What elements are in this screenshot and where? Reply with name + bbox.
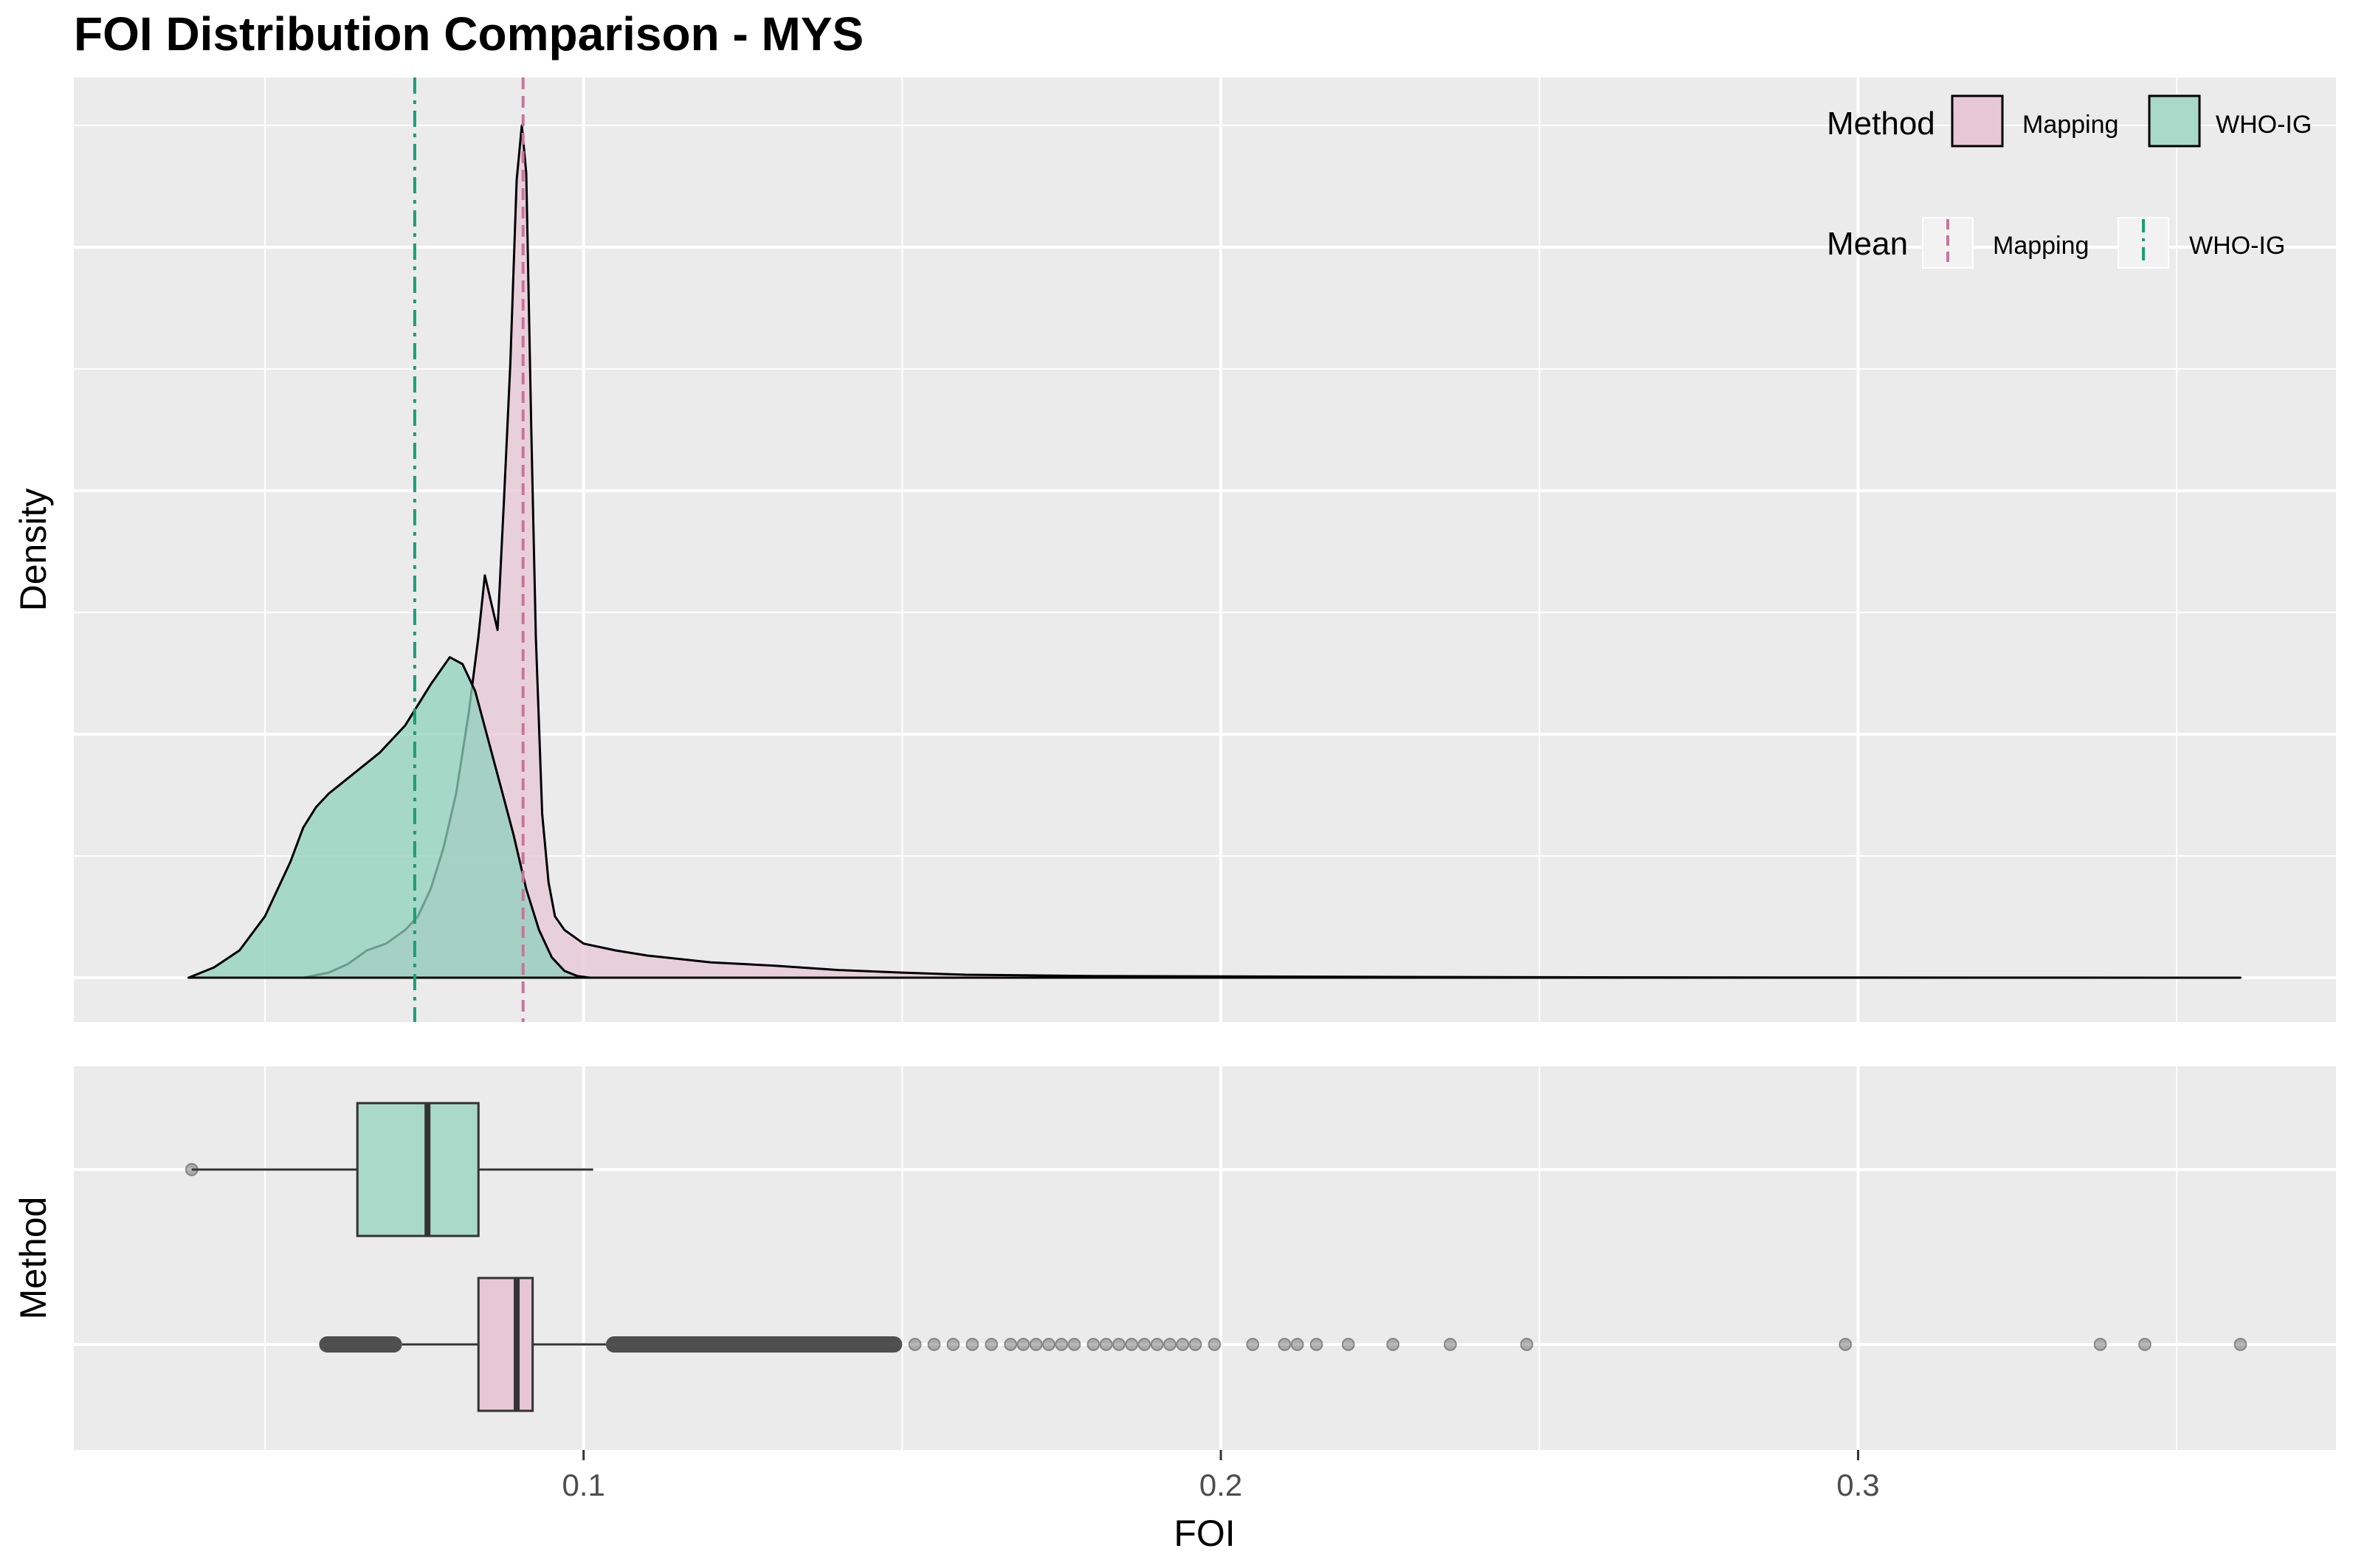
- x-tick-label-2: 0.3: [1836, 1468, 1879, 1502]
- outlier-mapping-16: [1150, 1338, 1164, 1351]
- outlier-mapping-11: [1086, 1338, 1100, 1351]
- legend-key-mapping-fill: [1951, 94, 2004, 148]
- box-mapping: [477, 1277, 534, 1412]
- legend-label-who: WHO-IG: [2216, 111, 2312, 139]
- legend-label-mean-who: WHO-IG: [2189, 232, 2285, 260]
- outlier-mapping-28: [1520, 1338, 1534, 1351]
- outlier-mapping-5: [1004, 1338, 1018, 1351]
- x-axis-title: FOI: [1174, 1513, 1235, 1554]
- y-axis-title-method: Method: [13, 1197, 54, 1320]
- outlier-who-ig-0: [185, 1163, 199, 1176]
- outlier-mapping-17: [1163, 1338, 1177, 1351]
- outlier-mapping-6: [1016, 1338, 1030, 1351]
- outlier-band-mapping-1: [605, 1336, 903, 1353]
- x-axis-ticks: 0.1 0.2 0.3: [562, 1450, 1880, 1502]
- box-who-ig: [356, 1102, 480, 1237]
- outlier-mapping-24: [1309, 1338, 1323, 1351]
- outlier-mapping-30: [2093, 1338, 2107, 1351]
- legend-label-mean-mapping: Mapping: [1993, 232, 2089, 260]
- x-tick-label-1: 0.2: [1199, 1468, 1242, 1502]
- outlier-mapping-3: [965, 1338, 979, 1351]
- density-curves: [187, 124, 2242, 979]
- boxplot-marks: [185, 1102, 2247, 1412]
- outlier-mapping-7: [1029, 1338, 1043, 1351]
- x-tick-label-0: 0.1: [562, 1468, 605, 1502]
- outlier-mapping-21: [1246, 1338, 1260, 1351]
- outlier-mapping-13: [1112, 1338, 1126, 1351]
- legend: Method Mapping WHO-IG Mean Mapping WHO-I…: [1827, 94, 2312, 269]
- legend-title-method: Method: [1827, 106, 1935, 142]
- outlier-mapping-31: [2137, 1338, 2152, 1351]
- outlier-mapping-26: [1386, 1338, 1400, 1351]
- mean-lines: [413, 77, 525, 1022]
- outlier-mapping-25: [1341, 1338, 1355, 1351]
- chart-title: FOI Distribution Comparison - MYS: [74, 7, 864, 61]
- outlier-mapping-23: [1290, 1338, 1304, 1351]
- outlier-mapping-29: [1839, 1338, 1853, 1351]
- outlier-mapping-32: [2233, 1338, 2247, 1351]
- outlier-mapping-20: [1207, 1338, 1222, 1351]
- outlier-mapping-22: [1278, 1338, 1292, 1351]
- outlier-band-mapping-0: [319, 1336, 402, 1353]
- outlier-mapping-18: [1176, 1338, 1190, 1351]
- y-axis-title-density: Density: [13, 488, 54, 612]
- outlier-mapping-15: [1137, 1338, 1151, 1351]
- outlier-mapping-14: [1125, 1338, 1139, 1351]
- density-who-ig: [187, 656, 591, 979]
- outlier-mapping-10: [1067, 1338, 1081, 1351]
- legend-key-who-fill: [2148, 94, 2201, 148]
- outlier-mapping-2: [946, 1338, 960, 1351]
- outlier-mapping-12: [1099, 1338, 1113, 1351]
- outlier-mapping-19: [1188, 1338, 1202, 1351]
- outlier-mapping-0: [908, 1338, 922, 1351]
- outlier-mapping-1: [927, 1338, 941, 1351]
- outlier-mapping-8: [1041, 1338, 1055, 1351]
- outlier-mapping-4: [985, 1338, 999, 1351]
- legend-label-mapping: Mapping: [2022, 111, 2118, 139]
- outlier-mapping-9: [1055, 1338, 1069, 1351]
- outlier-mapping-27: [1443, 1338, 1457, 1351]
- legend-title-mean: Mean: [1827, 226, 1908, 262]
